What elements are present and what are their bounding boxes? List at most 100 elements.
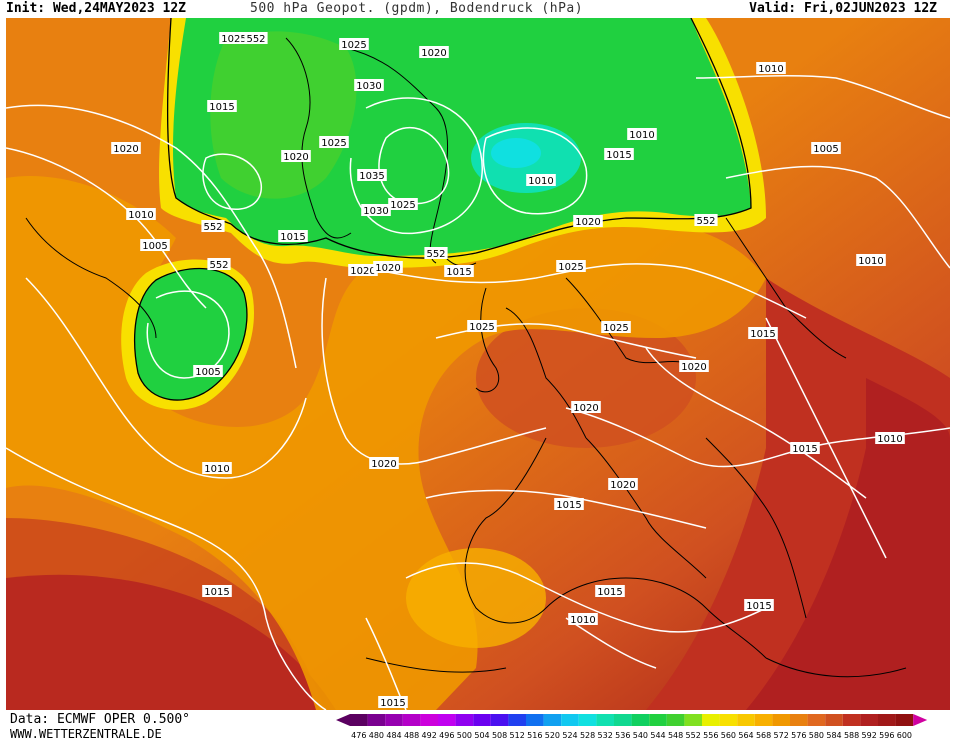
isobar-label-text: 1015 <box>280 232 305 243</box>
colorbar-tick-label: 592 <box>862 731 877 740</box>
isobar-label: 1025 <box>388 198 418 211</box>
colorbar-swatch <box>614 714 632 726</box>
colorbar-swatch <box>578 714 597 726</box>
isobar-label: 1005 <box>811 142 841 155</box>
isobar-label: 1015 <box>748 327 778 340</box>
colorbar-tick-label: 552 <box>686 731 701 740</box>
colorbar-swatch <box>666 714 685 726</box>
isobar-label-text: 1010 <box>877 434 902 445</box>
field-orange-band <box>6 176 766 710</box>
colorbar-tick-label: 496 <box>439 731 454 740</box>
isobar-label: 1010 <box>526 174 556 187</box>
colorbar-swatch <box>684 714 702 726</box>
isobar-label: 1025 <box>339 38 369 51</box>
colorbar-tick-label: 576 <box>791 731 806 740</box>
colorbar-tick-label: 484 <box>386 731 401 740</box>
isobar-label-text: 1010 <box>858 256 883 267</box>
colorbar-swatch <box>825 714 843 726</box>
isobar-label-text: 1020 <box>610 480 635 491</box>
colorbar-swatch <box>649 714 667 726</box>
isobar-label-text: 1010 <box>128 210 153 221</box>
isobar-label-text: 552 <box>426 249 445 260</box>
colorbar-swatch <box>402 714 421 726</box>
colorbar-swatch <box>561 714 579 726</box>
isobar-label-text: 1015 <box>606 150 631 161</box>
isobar-label: 1010 <box>568 613 598 626</box>
colorbar-swatch <box>455 714 474 726</box>
isobar-label-text: 1035 <box>359 171 384 182</box>
colorbar-tick-label: 476 <box>351 731 366 740</box>
isobar-label: 1020 <box>571 401 601 414</box>
isobar-label-text: 1005 <box>195 367 220 378</box>
isobar-label-text: 1030 <box>363 206 388 217</box>
field-central-hot <box>476 308 696 448</box>
colorbar-swatch <box>631 714 650 726</box>
isobar-label-text: 552 <box>696 216 715 227</box>
isobar-label-text: 1030 <box>356 81 381 92</box>
colorbar-tick-label: 504 <box>474 731 489 740</box>
isobar-label-text: 1025 <box>469 322 494 333</box>
isobar-label: 1015 <box>790 442 820 455</box>
isobar-label-text: 1020 <box>573 403 598 414</box>
colorbar-swatch <box>420 714 438 726</box>
isobar-label-text: 1015 <box>380 698 405 709</box>
colorbar-tick-label: 480 <box>369 731 384 740</box>
weather-map: 1025 552102510201010103010151010102010251… <box>6 18 950 710</box>
colorbar-swatch <box>895 714 914 726</box>
isobar-label: 1035 <box>357 169 387 182</box>
field-green-north-inner <box>210 31 357 199</box>
isobar-label-text: 1010 <box>758 64 783 75</box>
colorbar-tick-label: 512 <box>510 731 525 740</box>
isobar-label: 1015 <box>207 100 237 113</box>
isobar-label: 1025 <box>556 260 586 273</box>
isobar-label: 1025 <box>319 136 349 149</box>
isobar-label-text: 1015 <box>556 500 581 511</box>
colorbar-tick-label: 560 <box>721 731 736 740</box>
colorbar-tick-label: 568 <box>756 731 771 740</box>
isobar-label: 1015 <box>554 498 584 511</box>
isobar-labels: 1025 552102510201010103010151010102010251… <box>111 32 905 709</box>
isobar-label-text: 1020 <box>113 144 138 155</box>
colorbar-swatch <box>878 714 896 726</box>
isobar-label-text: 552 <box>203 222 222 233</box>
colorbar-swatch <box>719 714 738 726</box>
isobar-label-text: 1020 <box>375 263 400 274</box>
colorbar-arrow-right <box>913 714 928 726</box>
colorbar-tick-label: 492 <box>422 731 437 740</box>
colorbar-tick-label: 596 <box>879 731 894 740</box>
isobar-label: 552 <box>694 214 718 227</box>
colorbar-tick-label: 580 <box>809 731 824 740</box>
isobar-label-text: 1025 <box>390 200 415 211</box>
isobar-label-text: 1015 <box>597 587 622 598</box>
isobar-label-text: 1010 <box>570 615 595 626</box>
colorbar-tick-label: 500 <box>457 731 472 740</box>
website-url: WWW.WETTERZENTRALE.DE <box>10 727 162 741</box>
isobar-label: 1015 <box>744 599 774 612</box>
contour-552-nf <box>134 267 248 401</box>
isobar-label: 1020 <box>348 264 378 277</box>
isobar-label: 1020 <box>373 261 403 274</box>
isobar-label: 1010 <box>126 208 156 221</box>
isobar-label-text: 1020 <box>283 152 308 163</box>
isobar-label-text: 1020 <box>350 266 375 277</box>
field-right-far <box>746 378 950 710</box>
isobar-label: 552 <box>207 258 231 271</box>
colorbar-swatch <box>807 714 826 726</box>
isobar-label-text: 1010 <box>528 176 553 187</box>
isobar-label: 1015 <box>595 585 625 598</box>
isobar-label: 1015 <box>202 585 232 598</box>
isobar-label: 1030 <box>361 204 391 217</box>
isobar-label: 552 <box>244 32 268 45</box>
contour-552-north <box>167 18 752 259</box>
colorbar-swatch <box>350 714 368 726</box>
isobar-label-text: 1025 <box>341 40 366 51</box>
colorbar-tick-label: 508 <box>492 731 507 740</box>
colorbar-tick-label: 536 <box>615 731 630 740</box>
colorbar-tick-label: 572 <box>774 731 789 740</box>
isobar-label: 1020 <box>419 46 449 59</box>
isobar-label-text: 1020 <box>575 217 600 228</box>
colorbar-tick-label: 564 <box>738 731 753 740</box>
isobar-label-text: 1015 <box>792 444 817 455</box>
isobar-label: 1015 <box>378 696 408 709</box>
isobar-label: 1010 <box>202 462 232 475</box>
